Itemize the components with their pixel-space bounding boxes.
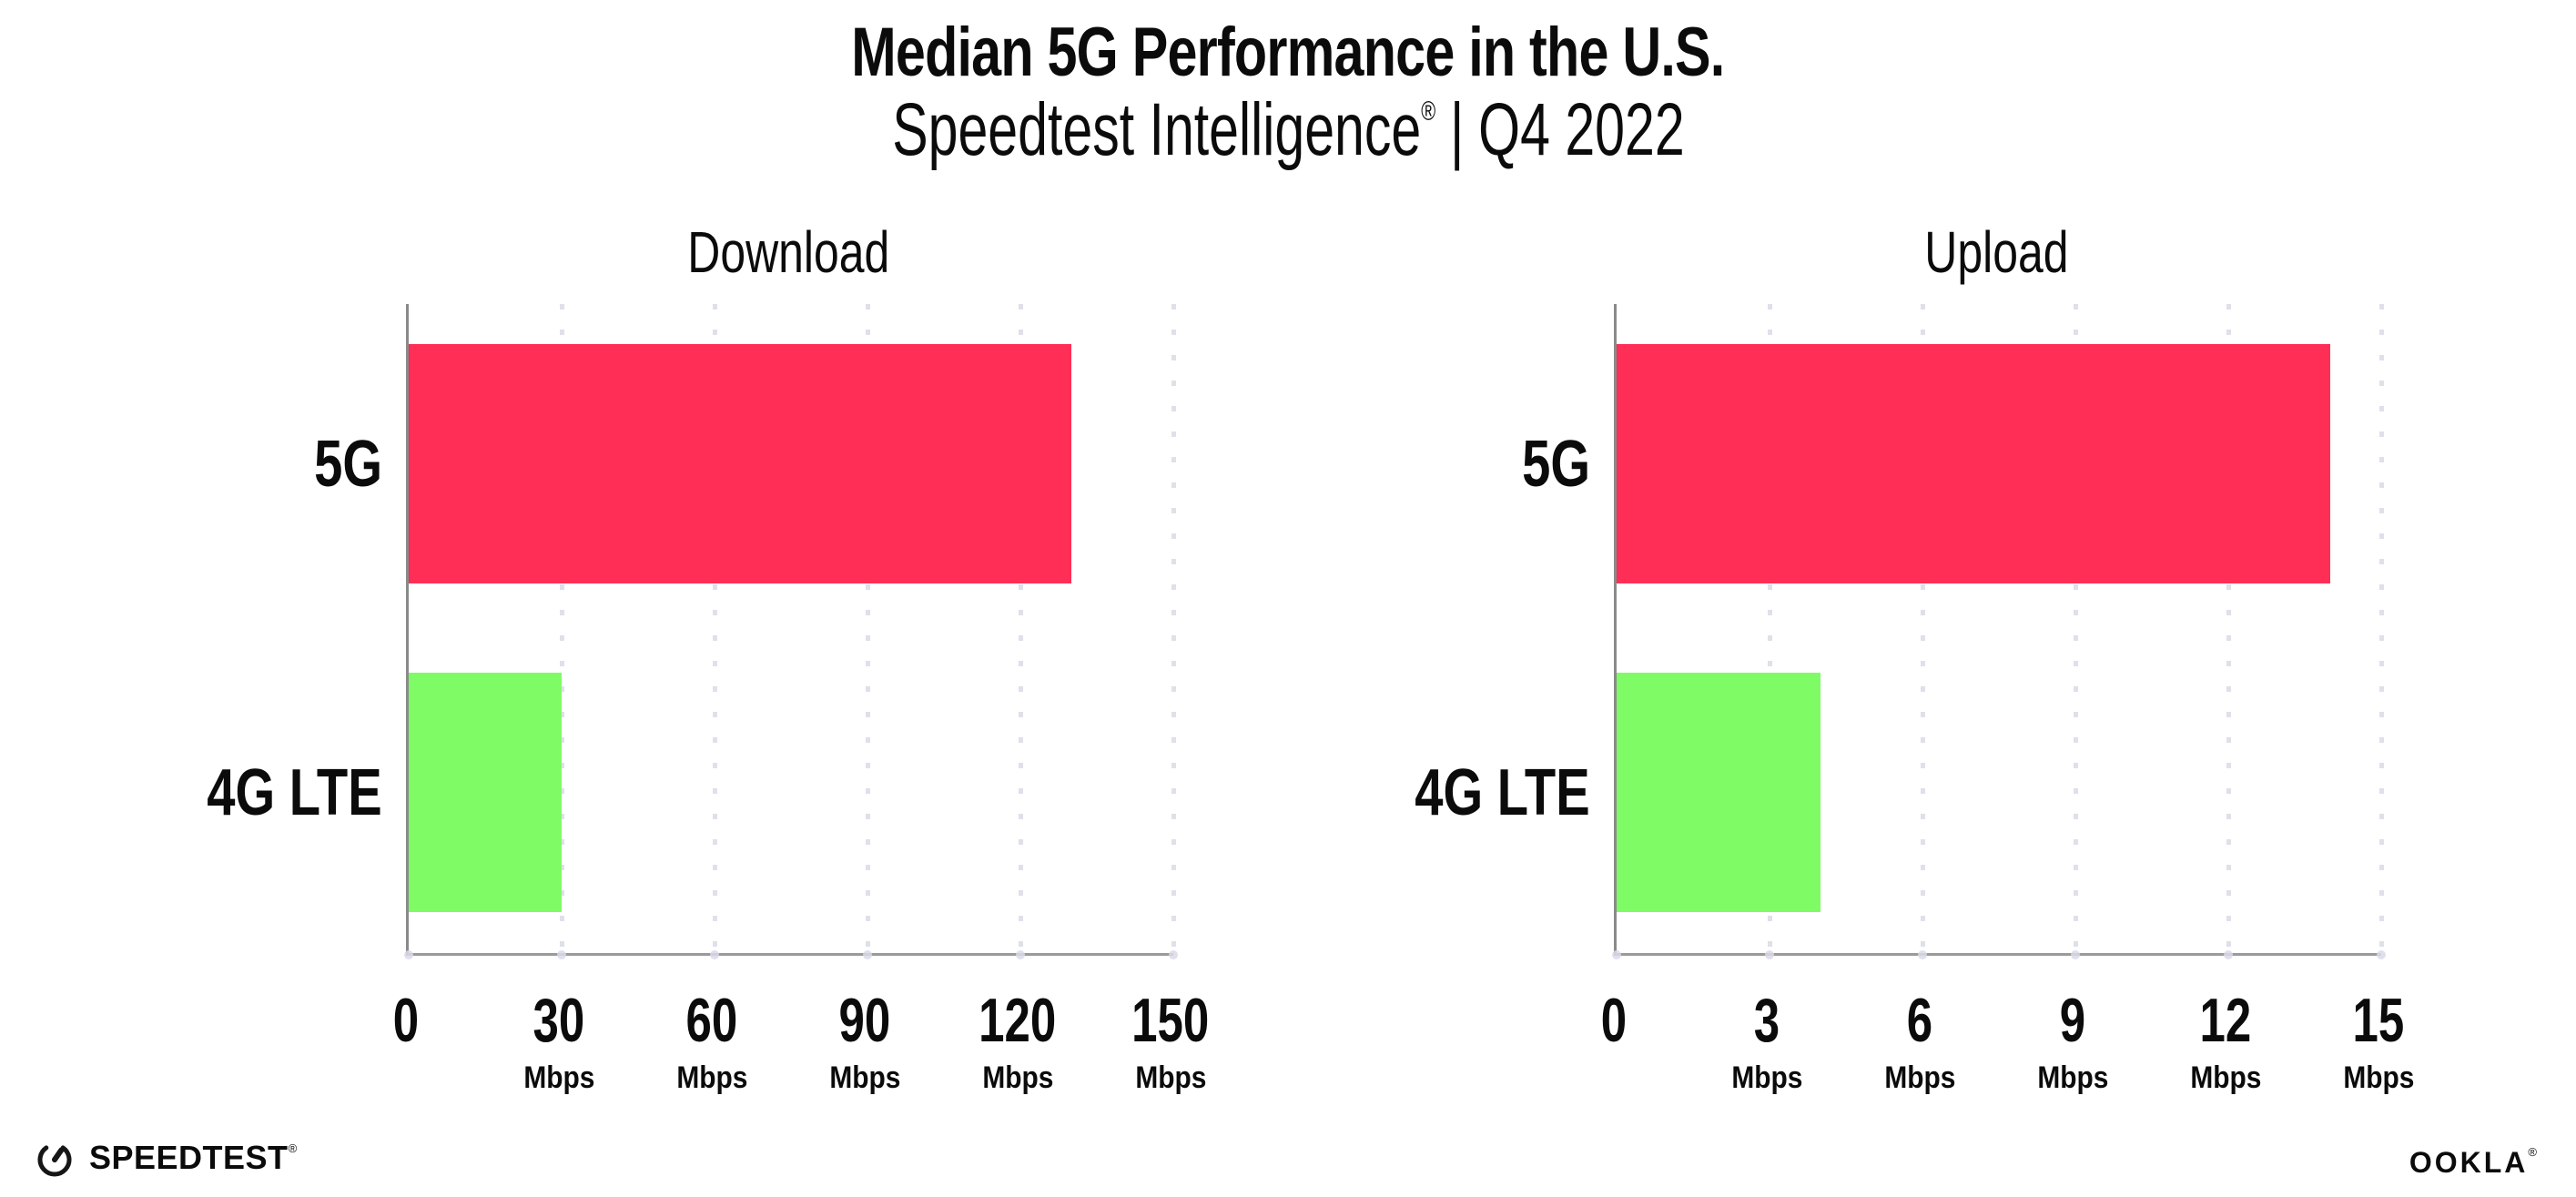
tick-label: 90 Mbps xyxy=(746,985,983,1096)
ookla-trademark: ® xyxy=(2528,1145,2540,1159)
axis-tick-dot xyxy=(710,950,719,959)
gridline xyxy=(713,304,717,953)
axis-tick-dot xyxy=(1918,950,1927,959)
download-x-axis: 0 30 Mbps 60 Mbps 90 Mbps 120 Mbps 150 M… xyxy=(393,985,1210,1112)
gridline xyxy=(1171,304,1176,953)
tick-label: 60 Mbps xyxy=(593,985,830,1096)
gridline xyxy=(866,304,870,953)
tick-label: 0 xyxy=(392,986,420,1055)
gridline xyxy=(1019,304,1023,953)
tick-unit: Mbps xyxy=(2036,1060,2109,1095)
axis-tick-dot xyxy=(2377,950,2386,959)
subtitle-separator: | xyxy=(1449,88,1464,171)
tick-unit: Mbps xyxy=(981,1060,1054,1095)
axis-tick-dot xyxy=(2071,950,2080,959)
speedtest-gauge-icon xyxy=(33,1136,76,1180)
tick-label: 150 Mbps xyxy=(1052,985,1289,1096)
axis-tick-dot xyxy=(1612,950,1621,959)
registered-mark: ® xyxy=(1420,96,1435,127)
gridline xyxy=(1768,304,1772,953)
page-title-text: Median 5G Performance in the U.S. xyxy=(851,14,1725,91)
tick-label: 0 xyxy=(1600,986,1628,1055)
page-title: Median 5G Performance in the U.S. xyxy=(0,13,2576,92)
axis-tick-dot xyxy=(557,950,566,959)
axis-tick-dot xyxy=(404,950,413,959)
axis-tick-dot xyxy=(2224,950,2233,959)
gridline xyxy=(2379,304,2384,953)
bar-5g-download xyxy=(409,344,1071,583)
category-label-5g-download: 5G xyxy=(314,428,382,501)
gridline xyxy=(2074,304,2078,953)
page-subtitle-text: Speedtest Intelligence® | Q4 2022 xyxy=(892,87,1684,173)
axis-tick-dot xyxy=(1169,950,1178,959)
upload-plot-area xyxy=(1612,304,2386,959)
gridline xyxy=(1921,304,1925,953)
tick-unit: Mbps xyxy=(1134,1060,1207,1095)
category-label-4g-lte-download: 4G LTE xyxy=(207,756,382,829)
subtitle-period: Q4 2022 xyxy=(1477,88,1685,171)
brand-name: Speedtest Intelligence xyxy=(891,88,1421,171)
tick-label: 3 Mbps xyxy=(1648,985,1885,1096)
gridline xyxy=(2226,304,2231,953)
tick-label: 15 Mbps xyxy=(2260,985,2497,1096)
download-plot-area xyxy=(404,304,1178,959)
tick-unit: Mbps xyxy=(828,1060,901,1095)
page-subtitle: Speedtest Intelligence® | Q4 2022 xyxy=(0,87,2576,173)
tick-label: 12 Mbps xyxy=(2107,985,2344,1096)
tick-unit: Mbps xyxy=(2342,1060,2415,1095)
axis-tick-dot xyxy=(863,950,872,959)
tick-unit: Mbps xyxy=(2189,1060,2262,1095)
speedtest-logo: SPEEDTEST® xyxy=(33,1136,298,1180)
upload-chart-title: Upload xyxy=(1923,219,2069,285)
bar-4g-lte-download xyxy=(409,673,562,912)
speedtest-trademark: ® xyxy=(288,1141,298,1155)
gridline xyxy=(560,304,564,953)
speedtest-wordmark: SPEEDTEST® xyxy=(89,1139,298,1176)
bar-5g-upload xyxy=(1617,344,2330,583)
ookla-wordmark: OOKLA® xyxy=(2409,1145,2540,1179)
axis-tick-dot xyxy=(1765,950,1774,959)
axis-tick-dot xyxy=(1016,950,1025,959)
ookla-logo: OOKLA® xyxy=(2409,1145,2540,1180)
tick-unit: Mbps xyxy=(522,1060,595,1095)
tick-label: 120 Mbps xyxy=(899,985,1136,1096)
tick-label: 30 Mbps xyxy=(441,985,677,1096)
category-label-5g-upload: 5G xyxy=(1522,428,1590,501)
tick-unit: Mbps xyxy=(1730,1060,1803,1095)
category-label-4g-lte-upload: 4G LTE xyxy=(1415,756,1590,829)
download-chart-title: Download xyxy=(686,219,890,285)
upload-x-axis: 0 3 Mbps 6 Mbps 9 Mbps 12 Mbps 15 Mbps xyxy=(1601,985,2414,1112)
tick-label: 9 Mbps xyxy=(1954,985,2191,1096)
bar-4g-lte-upload xyxy=(1617,673,1820,912)
tick-label: 6 Mbps xyxy=(1801,985,2038,1096)
tick-unit: Mbps xyxy=(675,1060,748,1095)
tick-unit: Mbps xyxy=(1883,1060,1956,1095)
